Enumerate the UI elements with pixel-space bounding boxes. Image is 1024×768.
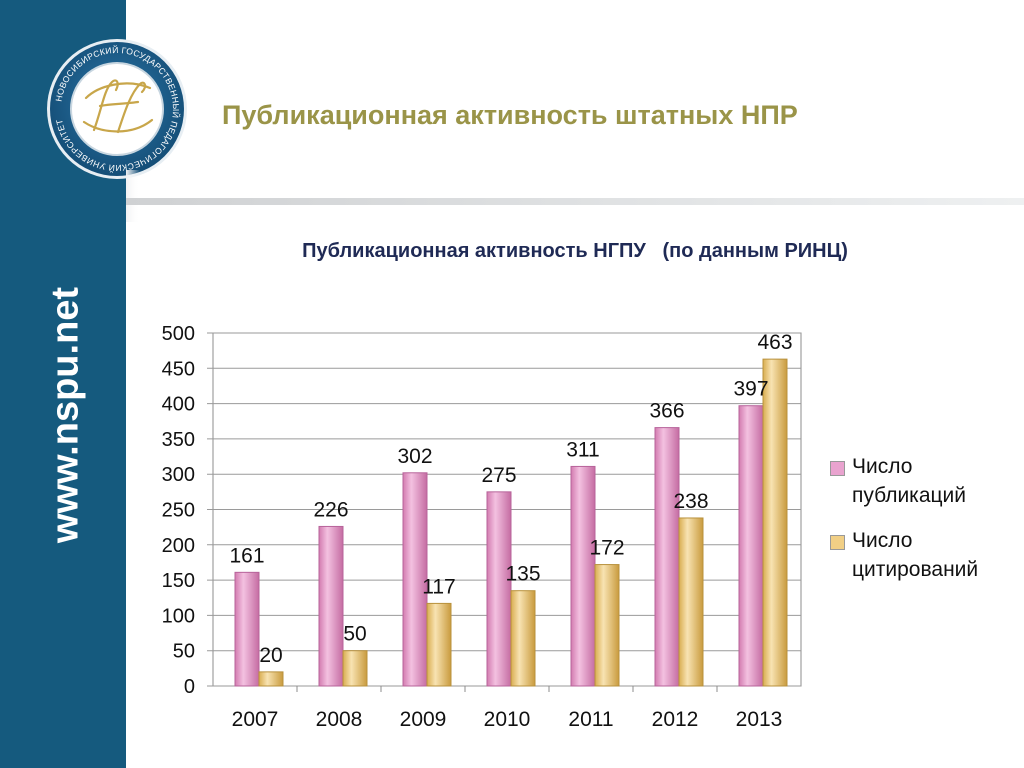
x-tick-label: 2011 [568, 708, 613, 731]
data-label-citations: 135 [505, 563, 540, 586]
university-seal-logo: НОВОСИБИРСКИЙ ГОСУДАРСТВЕННЫЙ ПЕДАГОГИЧЕ… [47, 39, 187, 179]
y-tick-label: 250 [162, 500, 195, 522]
slide-title: Публикационная активность штатных НПР [222, 100, 798, 130]
bar-citations [762, 358, 788, 687]
y-tick-label: 500 [162, 323, 195, 345]
data-label-citations: 117 [422, 575, 455, 598]
bar-publications [402, 472, 428, 687]
data-label-citations: 20 [259, 644, 282, 667]
data-label-citations: 463 [757, 331, 792, 354]
y-tick-label: 150 [162, 570, 195, 592]
data-label-publications: 397 [733, 378, 768, 401]
data-label-citations: 172 [589, 537, 624, 560]
bar-publications [234, 571, 260, 687]
x-tick-label: 2012 [652, 708, 699, 731]
legend-swatch-publications [830, 461, 845, 476]
bar-publications [570, 465, 596, 687]
legend-swatch-citations [830, 535, 845, 550]
data-label-publications: 366 [649, 400, 684, 423]
data-label-publications: 311 [566, 438, 599, 461]
data-label-citations: 50 [343, 623, 366, 646]
bar-publications [318, 525, 344, 687]
bar-publications [654, 427, 680, 687]
x-tick-label: 2013 [736, 708, 783, 731]
bar-citations [342, 650, 368, 687]
y-tick-label: 350 [162, 429, 195, 451]
bar-publications [738, 405, 764, 687]
x-tick-label: 2009 [400, 708, 447, 731]
x-tick-label: 2008 [316, 708, 363, 731]
y-tick-label: 400 [162, 394, 195, 416]
chart-legend: Число публикаций Число цитирований [830, 452, 1020, 600]
legend-item-publications: Число публикаций [830, 452, 1020, 510]
data-label-publications: 161 [229, 544, 264, 567]
y-tick-label: 450 [162, 358, 195, 380]
legend-item-citations: Число цитирований [830, 526, 1020, 584]
title-divider [126, 170, 1024, 222]
legend-label-publications: Число публикаций [852, 455, 966, 507]
bar-citations [594, 564, 620, 687]
chart-title: Публикационная активность НГПУ (по данны… [302, 240, 848, 262]
x-tick-label: 2007 [232, 708, 279, 731]
legend-label-citations: Число цитирований [852, 529, 979, 581]
data-label-publications: 226 [313, 498, 348, 521]
y-tick-label: 100 [162, 605, 195, 627]
data-label-citations: 238 [673, 490, 708, 513]
data-label-publications: 275 [481, 464, 516, 487]
y-tick-label: 200 [162, 535, 195, 557]
bar-citations [510, 590, 536, 687]
y-tick-label: 0 [184, 676, 195, 698]
bar-publications [486, 491, 512, 687]
bar-citations [258, 671, 284, 687]
y-tick-label: 300 [162, 464, 195, 486]
bar-citations [678, 517, 704, 687]
data-label-publications: 302 [397, 445, 432, 468]
y-tick-label: 50 [173, 641, 195, 663]
x-tick-label: 2010 [484, 708, 531, 731]
bar-citations [426, 602, 452, 687]
